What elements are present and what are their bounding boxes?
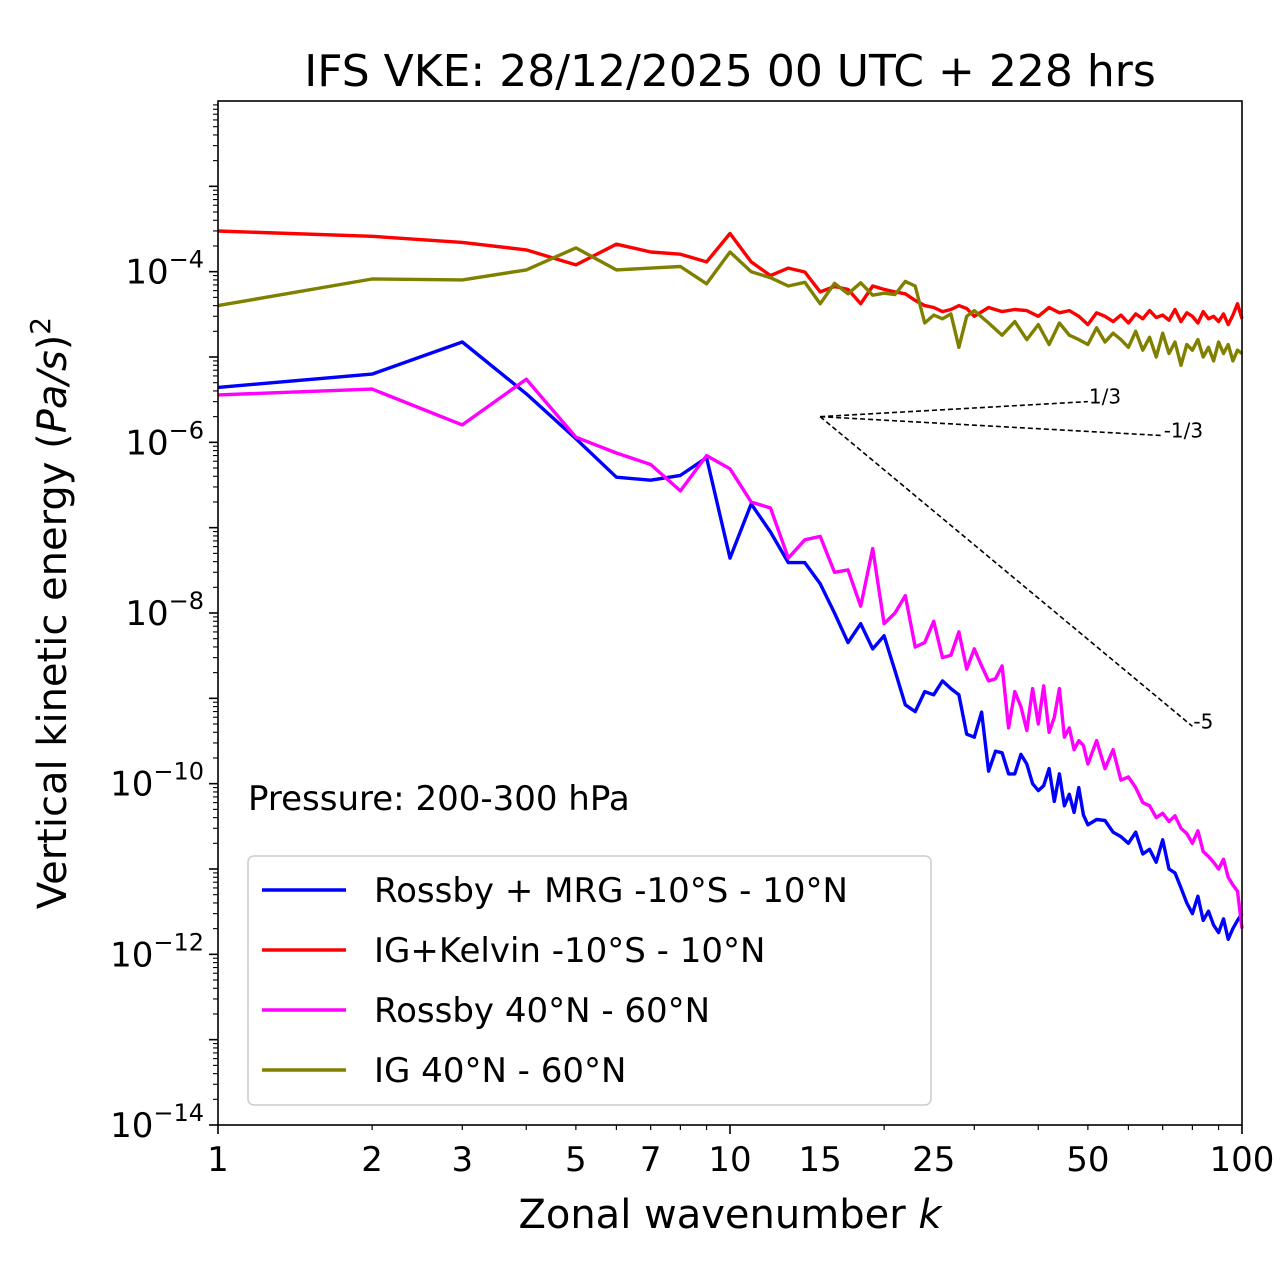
y-tick-label: 10−8 <box>125 587 204 634</box>
legend-label-2: IG+Kelvin -10°S - 10°N <box>374 931 765 971</box>
series-line-1 <box>217 340 1244 941</box>
x-tick-label: 2 <box>361 1140 383 1180</box>
y-tick-label: 10−6 <box>125 416 204 463</box>
y-tick-label: 10−4 <box>125 246 204 293</box>
reference-line-2 <box>820 415 1163 437</box>
reference-line-3 <box>819 416 1193 727</box>
y-axis-ticks: 10−14 10−12 10−10 10−8 10−6 10−4 <box>110 104 218 1146</box>
y-tick-label: 10−10 <box>110 758 204 805</box>
x-tick-label: 10 <box>708 1140 751 1180</box>
legend-items: Rossby + MRG -10°S - 10°N IG+Kelvin -10°S… <box>262 871 848 1091</box>
legend-label-4: IG 40°N - 60°N <box>374 1051 626 1091</box>
chart-title: IFS VKE: 28/12/2025 00 UTC + 228 hrs <box>304 46 1156 97</box>
y-tick-label: 10−12 <box>110 928 204 975</box>
x-axis-label: Zonal wavenumber k <box>518 1192 943 1238</box>
x-tick-label: 1 <box>207 1140 229 1180</box>
x-tick-label: 15 <box>799 1140 842 1180</box>
reference-line-label-2: -1/3 <box>1164 419 1203 443</box>
x-tick-label: 25 <box>912 1140 955 1180</box>
plot-frame <box>217 100 1243 1126</box>
x-tick-label: 7 <box>640 1140 662 1180</box>
y-axis-label: Vertical kinetic energy (Pa/s)2 <box>24 317 76 909</box>
x-tick-label: 5 <box>565 1140 587 1180</box>
x-axis-ticks: 1 2 3 5 7 10 15 25 50 100 <box>207 1125 1274 1180</box>
legend-label-1: Rossby + MRG -10°S - 10°N <box>374 871 848 911</box>
reference-line-label-3: -5 <box>1193 709 1213 733</box>
x-tick-label: 100 <box>1210 1140 1275 1180</box>
series-line-4 <box>217 246 1244 367</box>
reference-line-1 <box>820 400 1088 418</box>
reference-lines: 1/3 -1/3 -5 <box>819 385 1213 733</box>
y-tick-label: 10−14 <box>110 1099 204 1146</box>
legend: Rossby + MRG -10°S - 10°N IG+Kelvin -10°S… <box>247 855 932 1106</box>
legend-box <box>247 855 932 1106</box>
pressure-annotation: Pressure: 200-300 hPa <box>248 779 630 819</box>
reference-line-label-1: 1/3 <box>1089 385 1121 409</box>
series-layer <box>217 229 1244 941</box>
x-tick-label: 50 <box>1066 1140 1109 1180</box>
series-line-3 <box>217 377 1244 929</box>
series-line-2 <box>217 229 1244 327</box>
legend-label-3: Rossby 40°N - 60°N <box>374 991 710 1031</box>
x-tick-label: 3 <box>451 1140 473 1180</box>
